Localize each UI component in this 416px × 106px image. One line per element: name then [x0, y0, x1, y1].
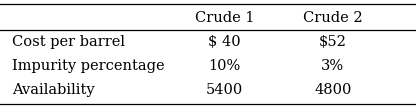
Text: Cost per barrel: Cost per barrel [12, 35, 126, 49]
Text: $52: $52 [319, 35, 347, 49]
Text: 5400: 5400 [206, 83, 243, 97]
Text: 10%: 10% [208, 59, 241, 73]
Text: 3%: 3% [321, 59, 344, 73]
Text: Crude 1: Crude 1 [195, 11, 255, 25]
Text: Crude 2: Crude 2 [303, 11, 363, 25]
Text: 4800: 4800 [314, 83, 352, 97]
Text: Availability: Availability [12, 83, 95, 97]
Text: $ 40: $ 40 [208, 35, 241, 49]
Text: Impurity percentage: Impurity percentage [12, 59, 165, 73]
